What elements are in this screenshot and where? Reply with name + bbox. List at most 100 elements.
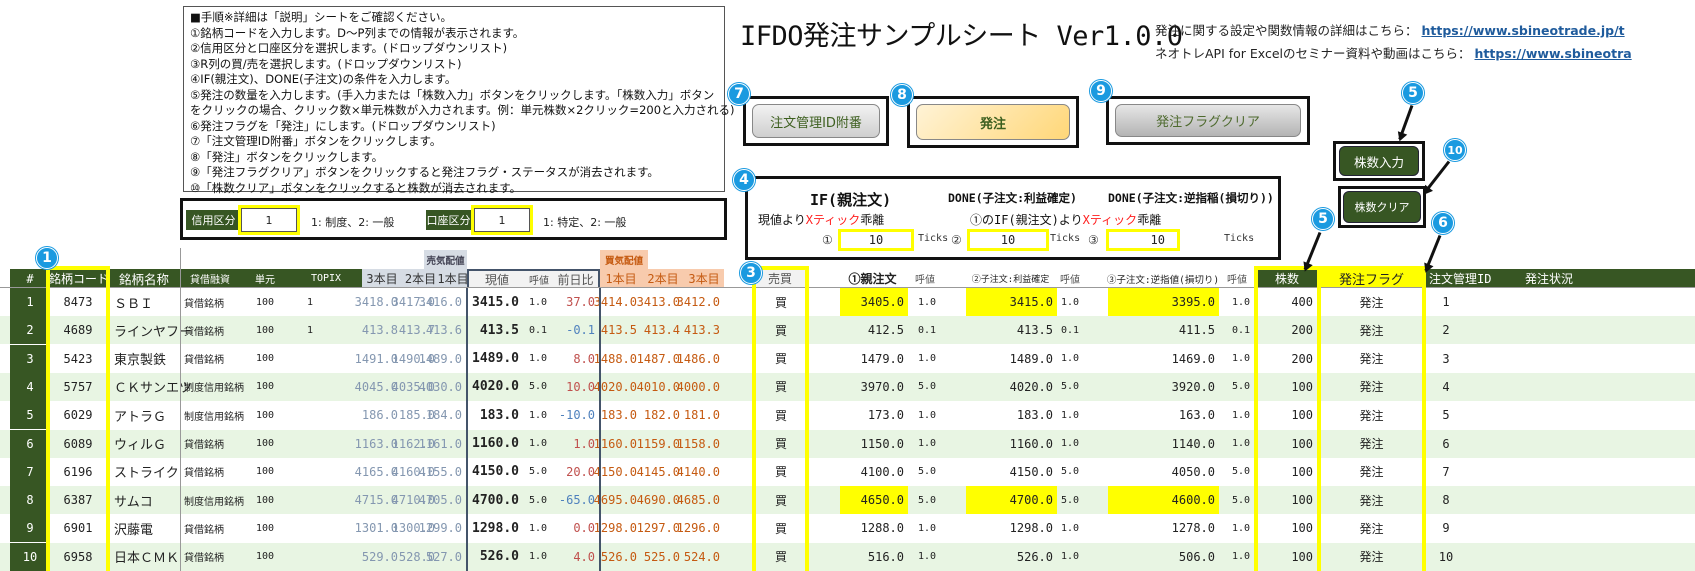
qty-cell[interactable]: 200 xyxy=(1291,351,1313,366)
topix-cell xyxy=(290,373,330,401)
buy2-cell: 1159.0 xyxy=(636,436,680,451)
qty-cell[interactable]: 100 xyxy=(1291,408,1313,423)
flag-cell[interactable]: 発注 xyxy=(1359,465,1384,480)
side-cell[interactable]: 買 xyxy=(774,521,787,536)
buy1-cell: 1160.0 xyxy=(593,436,637,451)
qty-input-button[interactable]: 株数入力 xyxy=(1339,146,1419,176)
code-cell[interactable]: 6089 xyxy=(63,436,93,451)
code-cell[interactable]: 6196 xyxy=(63,464,93,479)
tick3-unit: Ticks xyxy=(1224,233,1255,244)
change-cell: -0.1 xyxy=(566,323,595,338)
row-num: 7 xyxy=(10,457,50,486)
child1-cell: 3415.0 xyxy=(966,288,1057,316)
sell2-cell: 3417.0 xyxy=(391,295,435,309)
order-id-cell: 1 xyxy=(1442,295,1450,309)
lending-cell: 貸借銘柄 xyxy=(184,524,224,536)
instruction-line: ⑥発注フラグを「発注」にします。(ドロップダウンリスト) xyxy=(190,118,496,133)
name-cell: 東京製鉄 xyxy=(114,353,167,369)
account-input[interactable]: 1 xyxy=(471,205,533,235)
flag-cell[interactable]: 発注 xyxy=(1359,352,1384,367)
row-num: 4 xyxy=(10,372,50,401)
credit-input[interactable]: 1 xyxy=(238,205,300,235)
table-row: 3 5423 東京製鉄 貸借銘柄 100 1491.0 1490.0 1489.0 1489.0… xyxy=(0,344,1695,373)
code-cell[interactable]: 5757 xyxy=(63,379,93,394)
flag-cell[interactable]: 発注 xyxy=(1359,408,1384,423)
row-num: 1 xyxy=(10,288,50,316)
name-cell: ＳＢＩ xyxy=(114,296,154,312)
sell1-cell: 3416.0 xyxy=(418,295,462,309)
lending-cell: 貸借銘柄 xyxy=(184,440,224,451)
flag-cell[interactable]: 発注 xyxy=(1359,493,1384,508)
buy3-cell: 4685.0 xyxy=(676,493,720,508)
qty-cell[interactable]: 100 xyxy=(1291,493,1313,508)
ifdone-frame: IF(親注文) DONE(子注文:利益確定) DONE(子注文:逆指稲(損切り)… xyxy=(745,176,1281,260)
done-subtitle: ①のIF(親注文)よりXティック乖離 xyxy=(970,211,1161,228)
info-seminar-link[interactable]: https://www.sbineotra xyxy=(1474,46,1632,61)
clear-flag-button[interactable]: 発注フラグクリア xyxy=(1115,104,1301,137)
unit-cell: 100 xyxy=(255,494,275,506)
unit-cell: 100 xyxy=(255,324,275,336)
code-cell[interactable]: 5423 xyxy=(63,351,93,366)
col-child1: ②子注文:利益確定 xyxy=(971,275,1050,285)
info-settings-label: 発注に関する設定や関数情報の詳細はこちら： xyxy=(1155,23,1418,38)
topix-cell xyxy=(290,486,330,514)
price-cell: 1298.0 xyxy=(472,520,519,536)
badge-6: 6 xyxy=(1432,212,1454,234)
flag-cell[interactable]: 発注 xyxy=(1359,550,1384,565)
qty-cell[interactable]: 200 xyxy=(1291,323,1313,338)
tick1-input[interactable]: 10 xyxy=(838,229,914,251)
sell1-cell: 184.0 xyxy=(425,408,462,423)
qty-cell[interactable]: 100 xyxy=(1291,379,1313,394)
flag-cell[interactable]: 発注 xyxy=(1359,380,1384,395)
qty-cell[interactable]: 100 xyxy=(1291,436,1313,451)
lending-cell: 制度信用銘柄 xyxy=(184,383,244,395)
code-cell[interactable]: 8473 xyxy=(63,295,93,309)
side-cell[interactable]: 買 xyxy=(774,352,787,367)
arrow-icon xyxy=(1398,104,1414,140)
side-cell[interactable]: 買 xyxy=(774,323,787,338)
flag-cell[interactable]: 発注 xyxy=(1359,521,1384,536)
code-cell[interactable]: 6958 xyxy=(63,549,93,564)
tick2-input[interactable]: 10 xyxy=(967,229,1049,251)
col-lending: 貸借融資 xyxy=(180,269,240,288)
flag-cell[interactable]: 発注 xyxy=(1359,437,1384,451)
code-cell[interactable]: 6029 xyxy=(63,408,93,423)
side-cell[interactable]: 買 xyxy=(774,408,787,423)
qty-clear-button[interactable]: 株数クリア xyxy=(1343,191,1421,223)
side-col-outline xyxy=(805,266,809,571)
badge-9: 9 xyxy=(1090,80,1112,102)
account-value[interactable]: 1 xyxy=(474,208,530,232)
side-cell[interactable]: 買 xyxy=(774,465,787,480)
change-cell: 37.0 xyxy=(566,295,595,309)
badge-4: 4 xyxy=(733,169,755,191)
order-button[interactable]: 発注 xyxy=(916,104,1070,140)
qty-cell[interactable]: 400 xyxy=(1291,295,1313,309)
qty-cell[interactable]: 100 xyxy=(1291,464,1313,479)
qty-cell[interactable]: 100 xyxy=(1291,521,1313,536)
col-child2: ③子注文:逆指値(損切り) xyxy=(1106,274,1220,286)
flag-cell[interactable]: 発注 xyxy=(1359,323,1384,338)
buy1-cell: 183.0 xyxy=(600,408,637,423)
code-cell[interactable]: 6901 xyxy=(63,521,93,536)
code-cell[interactable]: 6387 xyxy=(63,493,93,508)
side-cell[interactable]: 買 xyxy=(774,550,787,565)
side-cell[interactable]: 買 xyxy=(774,493,787,508)
col-status: 発注状況 xyxy=(1505,269,1695,288)
if-subtitle: 現値よりXティック乖離 xyxy=(758,211,884,228)
code-cell[interactable]: 4689 xyxy=(63,323,93,338)
assign-id-button[interactable]: 注文管理ID附番 xyxy=(752,104,880,138)
child1-cell: 4020.0 xyxy=(1009,379,1053,394)
flag-cell[interactable]: 発注 xyxy=(1359,295,1384,310)
tick3-label: ③ xyxy=(1088,233,1099,247)
side-cell[interactable]: 買 xyxy=(774,380,787,395)
tick3-input[interactable]: 10 xyxy=(1106,229,1180,251)
side-cell[interactable]: 買 xyxy=(774,295,787,310)
child2-tick-cell: 0.1 xyxy=(1231,324,1250,336)
qty-cell[interactable]: 100 xyxy=(1291,549,1313,564)
qty-col-outline xyxy=(1317,266,1321,571)
info-settings-link[interactable]: https://www.sbineotrade.jp/t xyxy=(1421,23,1625,38)
side-cell[interactable]: 買 xyxy=(774,437,787,451)
parent-tick-cell: 0.1 xyxy=(917,324,937,336)
credit-value[interactable]: 1 xyxy=(241,208,297,232)
badge-10: 10 xyxy=(1444,139,1466,161)
